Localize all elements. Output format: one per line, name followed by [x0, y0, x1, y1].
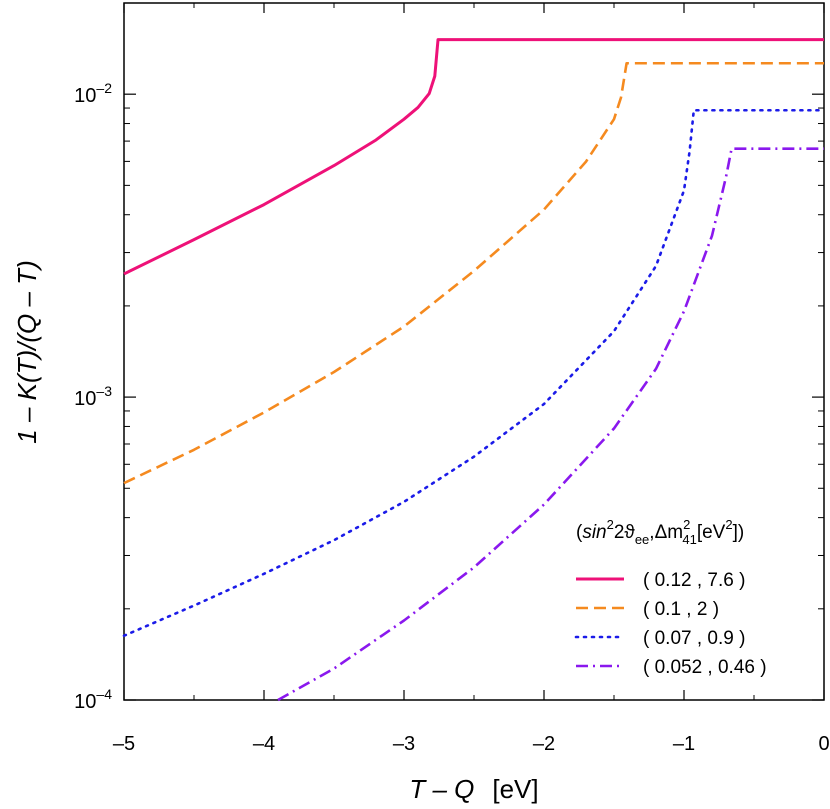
axis-ticks — [123, 2, 825, 701]
x-tick-label: –4 — [253, 733, 275, 755]
x-axis-main: T – Q — [409, 774, 474, 804]
legend-label-1: ( 0.1 , 2 ) — [643, 599, 719, 620]
x-tick-label: –1 — [673, 733, 695, 755]
x-axis-title: T – Q [eV] — [409, 774, 538, 804]
series-layer — [122, 38, 826, 702]
y-tick-label: 10–4 — [74, 686, 112, 713]
x-tick-label: –2 — [533, 733, 555, 755]
x-tick-label: –5 — [113, 733, 135, 755]
plot-frame — [123, 2, 825, 701]
legend-label-0: ( 0.12 , 7.6 ) — [643, 570, 745, 591]
y-tick-label: 10–3 — [74, 383, 112, 410]
legend-label-2: ( 0.07 , 0.9 ) — [643, 628, 745, 649]
series-line-0 — [123, 38, 824, 276]
legend: (sin22ϑee,Δm2 41[eV2]) ( 0.12 , 7.6 )( 0.… — [574, 517, 767, 678]
y-axis-title: 1 – K(T)/(Q – T) — [12, 260, 42, 443]
y-tick-label: 10–2 — [74, 80, 112, 107]
legend-entries: ( 0.12 , 7.6 ) ( 0.1 , 2 ) ( 0.07 , 0.9 ) (… — [574, 570, 767, 678]
legend-title: (sin22ϑee,Δm2 41[eV2]) — [576, 517, 744, 547]
x-tick-label: 0 — [818, 733, 829, 755]
x-axis-unit: [eV] — [492, 774, 538, 804]
series-line-1 — [123, 61, 824, 485]
series-line-2 — [122, 108, 826, 638]
axis-tick-labels: –5 –4 –3 –2 –1 0 10–4 10–3 10–2 — [74, 80, 829, 755]
x-tick-label: –3 — [393, 733, 415, 755]
series-line-3 — [277, 147, 824, 702]
legend-label-3: ( 0.052 , 0.46 ) — [643, 657, 767, 678]
